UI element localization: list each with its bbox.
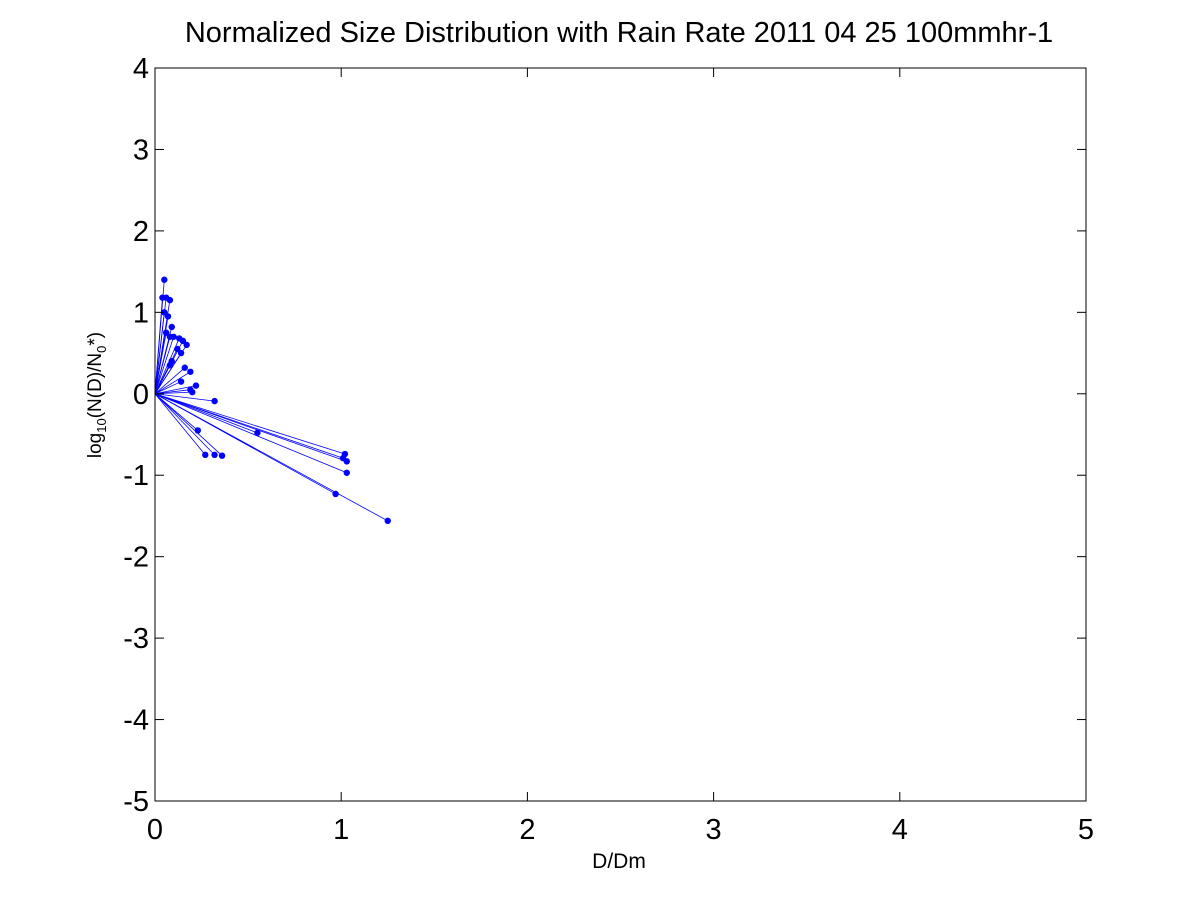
data-point [174, 345, 181, 353]
data-point [332, 490, 339, 498]
series-line [154, 393, 346, 455]
y-axis-label-prefix: log [85, 433, 106, 458]
series-line [154, 352, 182, 394]
series-line [154, 393, 388, 522]
data-point [177, 378, 185, 385]
y-axis-label-sub-0: 0 [94, 346, 109, 353]
data-point [161, 276, 168, 283]
data-point [218, 452, 226, 459]
x-tick-label: 0 [147, 814, 163, 846]
data-point [211, 397, 218, 405]
data-point [162, 329, 170, 336]
y-axis-label-sub-10: 10 [94, 418, 109, 432]
data-point [192, 382, 200, 389]
series-line [154, 297, 163, 394]
y-tick-label: -2 [123, 542, 149, 574]
y-axis: -5 -4 -3 -2 -1 0 1 2 3 4 [123, 53, 1086, 818]
data-point [166, 296, 174, 304]
data-point [177, 349, 185, 357]
x-tick-label: 5 [1078, 814, 1094, 846]
series-line [154, 393, 258, 434]
axes-box [154, 67, 1087, 802]
y-tick-label: -3 [123, 623, 149, 655]
data-point [166, 333, 174, 340]
data-point [161, 309, 168, 316]
data-point [202, 451, 209, 459]
x-tick-label: 4 [892, 814, 908, 846]
series-line [154, 393, 223, 456]
series-line [154, 381, 182, 395]
data-point [384, 517, 391, 525]
data-point [189, 388, 196, 396]
series-line [154, 393, 206, 456]
data-point [179, 337, 187, 345]
y-tick-label: -1 [123, 460, 149, 492]
series-line [154, 389, 191, 395]
y-tick-label: 3 [133, 134, 149, 166]
data-point [166, 362, 174, 369]
y-axis-label: log10(N(D)/N0*) [85, 332, 109, 458]
series-line [154, 393, 347, 474]
data-point [183, 341, 190, 349]
data-point [164, 313, 172, 320]
y-tick-label: 0 [133, 379, 149, 411]
data-point [168, 323, 175, 331]
series-line [154, 393, 347, 462]
y-tick-label: -4 [123, 705, 149, 737]
plot-marks [154, 276, 391, 525]
x-tick-label: 3 [706, 814, 722, 846]
x-tick-label: 1 [333, 814, 349, 846]
series-line [154, 312, 165, 394]
x-axis: 0 1 2 3 4 5 [147, 68, 1094, 846]
data-point [254, 429, 261, 437]
series-line [154, 336, 171, 394]
series-line [154, 371, 191, 395]
y-axis-label-middle: (N(D)/N [85, 353, 106, 418]
series-line [154, 393, 215, 456]
data-point [343, 458, 350, 465]
y-tick-label: 1 [133, 297, 149, 329]
y-tick-label: 2 [133, 216, 149, 248]
y-tick-label: -5 [123, 786, 149, 818]
chart-title: Normalized Size Distribution with Rain R… [185, 17, 1053, 49]
series-line [154, 367, 186, 395]
series-line [154, 365, 171, 394]
data-point [187, 368, 194, 375]
y-axis-label-suffix: *) [85, 332, 106, 346]
data-point [211, 451, 218, 459]
x-tick-label: 2 [519, 814, 535, 846]
data-point [181, 364, 188, 371]
data-point [343, 469, 350, 476]
series-line [154, 393, 215, 402]
x-axis-label: D/Dm [592, 850, 646, 873]
series-line [154, 332, 167, 394]
series-line [154, 336, 175, 394]
data-point [194, 427, 202, 434]
y-tick-label: 4 [133, 53, 149, 85]
